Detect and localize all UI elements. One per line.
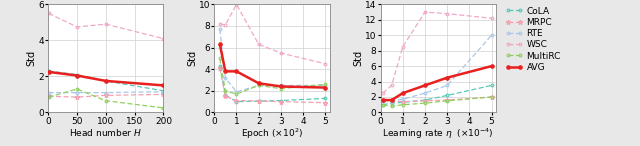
Line: MultiRC: MultiRC — [381, 96, 493, 108]
Y-axis label: Std: Std — [188, 50, 197, 66]
Line: MRPC: MRPC — [380, 95, 494, 104]
CoLA — [421, 99, 429, 101]
RTE — [488, 34, 495, 36]
Y-axis label: Std: Std — [27, 50, 36, 66]
AVG — [388, 99, 396, 101]
MultiRC — [421, 102, 429, 104]
MultiRC — [488, 96, 495, 98]
MRPC — [444, 99, 451, 101]
Legend: CoLA, MRPC, RTE, WSC, MultiRC, AVG: CoLA, MRPC, RTE, WSC, MultiRC, AVG — [504, 6, 562, 73]
Line: RTE: RTE — [381, 34, 493, 102]
AVG — [421, 85, 429, 86]
AVG — [488, 65, 495, 67]
MultiRC — [444, 100, 451, 102]
CoLA — [444, 95, 451, 96]
CoLA — [379, 104, 387, 106]
AVG — [379, 99, 387, 101]
CoLA — [399, 101, 406, 103]
X-axis label: Epoch ($\times 10^2$): Epoch ($\times 10^2$) — [241, 127, 303, 141]
Line: WSC: WSC — [381, 11, 493, 94]
WSC — [488, 17, 495, 19]
MRPC — [488, 96, 495, 98]
CoLA — [488, 85, 495, 86]
Line: AVG: AVG — [381, 64, 493, 102]
MultiRC — [379, 104, 387, 106]
MRPC — [421, 100, 429, 102]
CoLA — [388, 102, 396, 104]
AVG — [399, 92, 406, 94]
WSC — [388, 85, 396, 86]
RTE — [444, 85, 451, 86]
RTE — [399, 98, 406, 100]
RTE — [421, 92, 429, 94]
AVG — [444, 77, 451, 79]
Line: CoLA: CoLA — [381, 84, 493, 106]
WSC — [379, 92, 387, 94]
MultiRC — [399, 104, 406, 106]
X-axis label: Head number $H$: Head number $H$ — [69, 127, 142, 138]
WSC — [444, 13, 451, 14]
MRPC — [399, 101, 406, 102]
Y-axis label: Std: Std — [353, 50, 364, 66]
MRPC — [388, 100, 396, 102]
WSC — [399, 46, 406, 48]
MRPC — [379, 99, 387, 101]
RTE — [379, 100, 387, 102]
RTE — [388, 100, 396, 102]
WSC — [421, 11, 429, 13]
X-axis label: Learning rate $\eta$  ($\times 10^{-4}$): Learning rate $\eta$ ($\times 10^{-4}$) — [383, 127, 494, 141]
MultiRC — [388, 105, 396, 107]
